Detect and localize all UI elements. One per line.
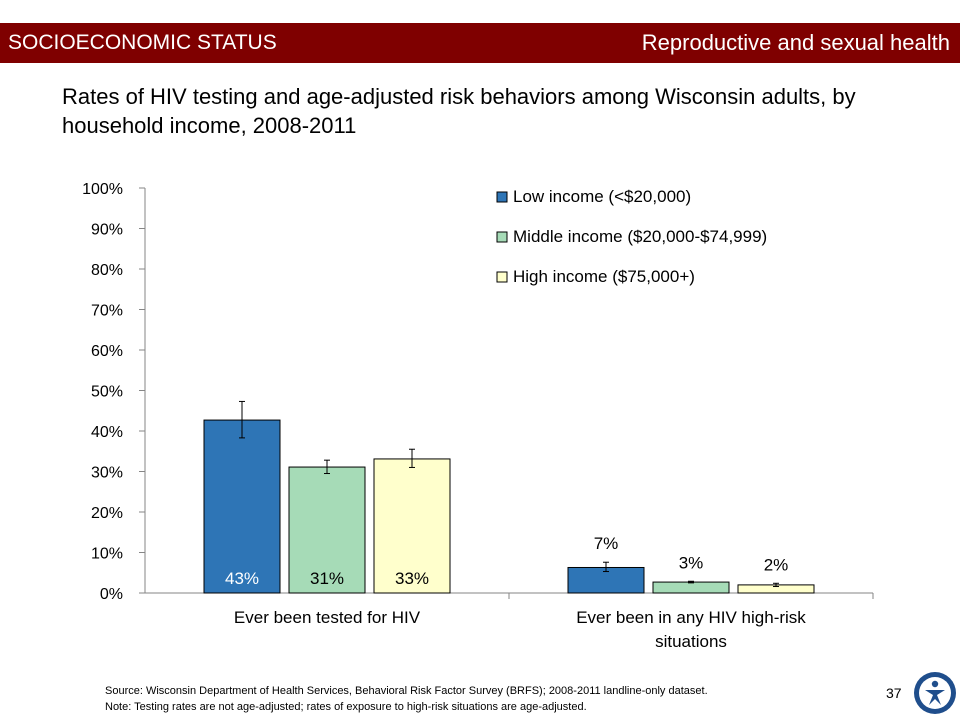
data-label: 2% bbox=[764, 555, 789, 574]
legend-label: High income ($75,000+) bbox=[513, 267, 695, 286]
data-label: 31% bbox=[310, 569, 344, 588]
y-tick-label: 80% bbox=[91, 262, 123, 279]
topic-label: Reproductive and sexual health bbox=[641, 30, 950, 55]
legend-swatch bbox=[496, 191, 508, 203]
y-tick-label: 70% bbox=[91, 303, 123, 320]
legend-label: Low income (<$20,000) bbox=[513, 187, 691, 206]
page-number: 37 bbox=[886, 685, 902, 701]
bar bbox=[203, 419, 281, 594]
y-tick-label: 90% bbox=[91, 222, 123, 239]
y-tick-label: 10% bbox=[91, 546, 123, 563]
y-tick-label: 30% bbox=[91, 465, 123, 482]
y-tick-label: 40% bbox=[91, 424, 123, 441]
data-label: 3% bbox=[679, 553, 704, 572]
data-label: 43% bbox=[225, 569, 259, 588]
y-tick-label: 60% bbox=[91, 343, 123, 360]
source-note: Source: Wisconsin Department of Health S… bbox=[105, 685, 708, 697]
legend-label: Middle income ($20,000-$74,999) bbox=[513, 227, 767, 246]
y-tick-label: 100% bbox=[82, 181, 123, 198]
dhs-logo-icon bbox=[914, 672, 956, 714]
bar bbox=[288, 466, 366, 594]
footnote: Source: Wisconsin Department of Health S… bbox=[105, 683, 708, 715]
x-category-label: Ever been tested for HIV bbox=[234, 608, 421, 627]
chart-title: Rates of HIV testing and age-adjusted ri… bbox=[62, 84, 856, 138]
y-tick-label: 20% bbox=[91, 505, 123, 522]
legend-swatch bbox=[496, 271, 508, 283]
bar bbox=[652, 581, 730, 594]
data-label: 33% bbox=[395, 569, 429, 588]
legend-swatch bbox=[496, 231, 508, 243]
x-category-label: Ever been in any HIV high-risk situations bbox=[576, 608, 806, 651]
y-tick-label: 0% bbox=[100, 586, 123, 603]
data-label: 7% bbox=[594, 534, 619, 553]
y-tick-label: 50% bbox=[91, 384, 123, 401]
header-banner: SOCIOECONOMIC STATUS Reproductive and se… bbox=[0, 23, 960, 63]
bar bbox=[373, 458, 451, 594]
method-note: Note: Testing rates are not age-adjusted… bbox=[105, 701, 587, 713]
section-label: SOCIOECONOMIC STATUS bbox=[8, 31, 277, 54]
